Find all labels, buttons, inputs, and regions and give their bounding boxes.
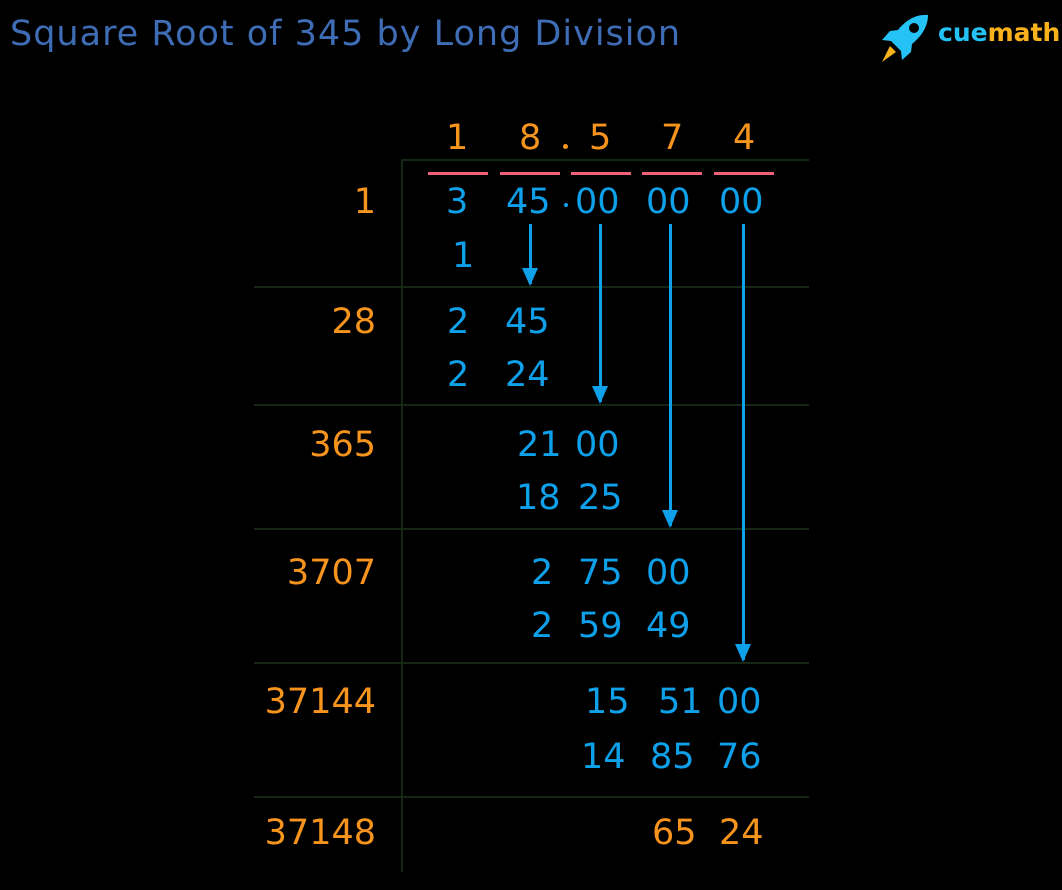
logo-text: cuemath: [938, 18, 1061, 47]
quotient-digit: 8: [519, 118, 542, 158]
final-remainder: 24: [719, 813, 764, 853]
remainder: 00: [646, 553, 691, 593]
final-remainder: 65: [652, 813, 697, 853]
quotient-digit: 5: [589, 118, 612, 158]
divisor: 1: [353, 182, 376, 222]
remainder: 15: [585, 682, 630, 722]
dividend-pair: 45: [506, 182, 551, 222]
remainder: 45: [505, 302, 550, 342]
divisor: 365: [309, 425, 376, 465]
rocket-icon: [882, 14, 928, 62]
product: 1: [452, 236, 475, 276]
pair-bar: [714, 172, 774, 175]
bring-down-arrow: [662, 224, 678, 528]
product: 85: [650, 737, 695, 777]
page-title: Square Root of 345 by Long Division: [10, 14, 682, 54]
remainder: 21: [517, 425, 562, 465]
product: 49: [646, 606, 691, 646]
product: 59: [578, 606, 623, 646]
divisor: 37144: [264, 682, 376, 722]
quotient-decimal-point: [563, 144, 568, 149]
step-separator: [254, 796, 809, 798]
quotient-digit: 7: [661, 118, 684, 158]
product: 14: [581, 737, 626, 777]
product: 25: [578, 478, 623, 518]
product: 76: [717, 737, 762, 777]
product: 2: [447, 355, 470, 395]
division-top-line: [401, 159, 809, 161]
dividend-pair: 3: [446, 182, 469, 222]
remainder: 51: [658, 682, 703, 722]
pair-bar: [500, 172, 560, 175]
product: 18: [516, 478, 561, 518]
pair-bar: [428, 172, 488, 175]
dividend-decimal-point: [564, 203, 568, 207]
remainder: 2: [531, 553, 554, 593]
pair-bar: [642, 172, 702, 175]
cuemath-logo: cuemath: [876, 12, 1060, 66]
dividend-pair: 00: [575, 182, 620, 222]
pair-bar: [571, 172, 631, 175]
remainder: 00: [717, 682, 762, 722]
dividend-pair: 00: [719, 182, 764, 222]
divisor: 3707: [286, 553, 376, 593]
bring-down-arrow: [522, 224, 538, 286]
step-separator: [254, 528, 809, 530]
remainder: 2: [447, 302, 470, 342]
step-separator: [254, 286, 809, 288]
quotient-digit: 1: [446, 118, 469, 158]
dividend-pair: 00: [646, 182, 691, 222]
division-vertical-line: [401, 160, 403, 872]
divisor: 37148: [264, 813, 376, 853]
product: 24: [505, 355, 550, 395]
remainder: 00: [575, 425, 620, 465]
bring-down-arrow: [592, 224, 608, 404]
quotient-digit: 4: [733, 118, 756, 158]
remainder: 75: [578, 553, 623, 593]
divisor: 28: [331, 302, 376, 342]
step-separator: [254, 662, 809, 664]
product: 2: [531, 606, 554, 646]
step-separator: [254, 404, 809, 406]
bring-down-arrow: [735, 224, 751, 662]
